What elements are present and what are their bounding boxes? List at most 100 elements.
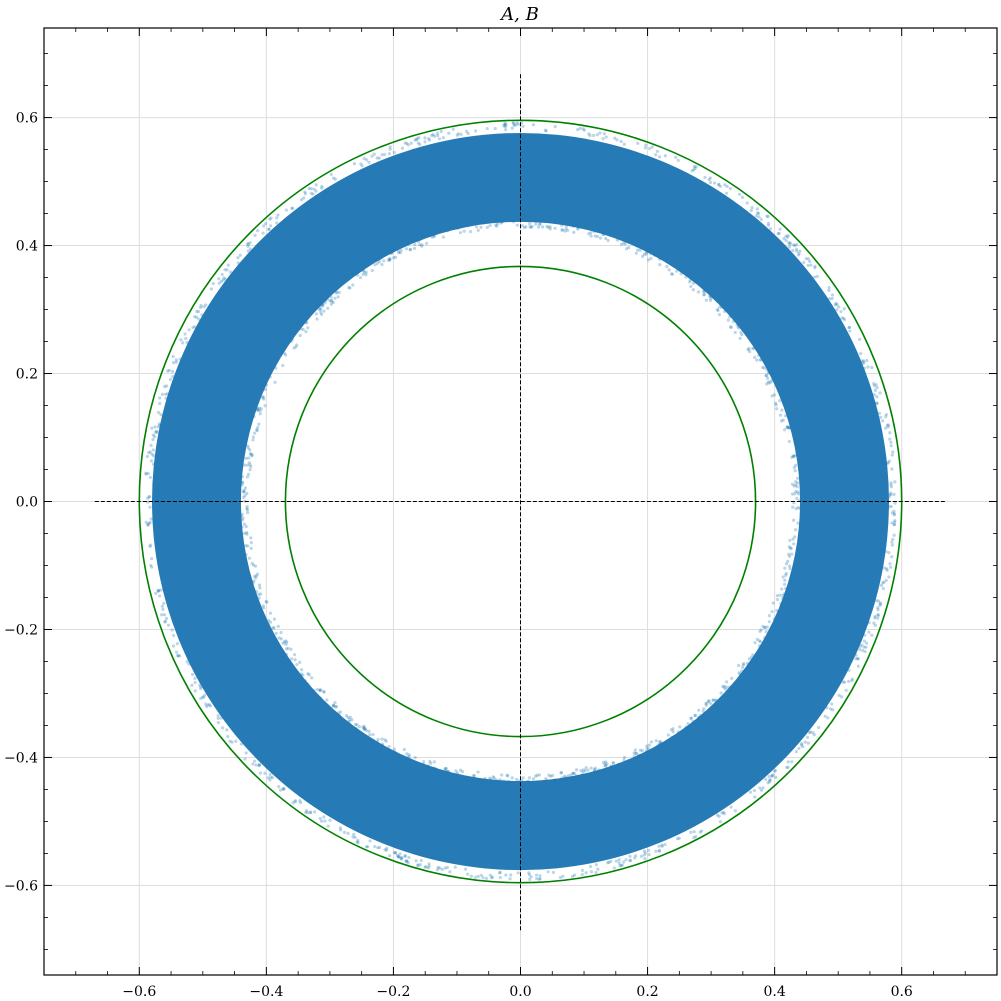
scatter-point — [652, 253, 657, 257]
scatter-point — [691, 281, 696, 285]
scatter-point — [255, 428, 259, 433]
scatter-point — [348, 286, 352, 290]
scatter-point — [380, 742, 384, 746]
chart-title: A, B — [499, 4, 539, 25]
scatter-point — [246, 446, 250, 450]
scatter-point — [322, 309, 326, 313]
scatter-point — [633, 856, 637, 860]
scatter-point — [663, 154, 667, 158]
scatter-point — [151, 454, 155, 458]
scatter-point — [708, 701, 713, 706]
scatter-point — [779, 419, 784, 423]
scatter-point — [246, 242, 251, 246]
scatter-point — [223, 268, 227, 272]
scatter-point — [156, 410, 161, 415]
scatter-point — [884, 426, 888, 430]
scatter-point — [707, 699, 711, 703]
scatter-point — [889, 481, 893, 485]
scatter-point — [772, 769, 777, 773]
scatter-point — [741, 663, 745, 667]
scatter-point — [319, 303, 323, 307]
scatter-point — [644, 252, 648, 256]
scatter-point — [254, 574, 259, 578]
scatter-point — [497, 871, 502, 875]
scatter-point — [708, 298, 713, 302]
scatter-point — [882, 580, 886, 584]
scatter-point — [762, 366, 766, 370]
scatter-point — [406, 242, 410, 246]
scatter-point — [251, 762, 255, 766]
scatter-point — [421, 762, 426, 766]
scatter-point — [384, 739, 388, 743]
scatter-point — [647, 743, 652, 747]
scatter-point — [772, 617, 776, 621]
scatter-point — [603, 764, 607, 768]
scatter-point — [263, 404, 267, 408]
scatter-point — [300, 198, 304, 202]
scatter-point — [240, 525, 244, 529]
scatter-point — [364, 845, 369, 849]
scatter-point — [533, 774, 538, 778]
scatter-point — [622, 758, 626, 762]
scatter-point — [388, 256, 392, 261]
scatter-point — [298, 660, 302, 664]
scatter-point — [453, 865, 457, 869]
scatter-point — [405, 752, 409, 756]
scatter-point — [272, 626, 276, 630]
scatter-point — [400, 855, 404, 860]
scatter-point — [768, 778, 772, 782]
scatter-point — [321, 689, 326, 694]
scatter-point — [293, 799, 297, 803]
scatter-point — [834, 301, 838, 306]
scatter-point — [245, 508, 250, 512]
scatter-point — [355, 723, 359, 727]
scatter-point — [793, 244, 797, 248]
scatter-point — [784, 573, 788, 577]
scatter-point — [689, 830, 693, 834]
scatter-point — [889, 504, 893, 509]
scatter-point — [459, 132, 463, 136]
scatter-point — [778, 413, 783, 417]
scatter-point — [784, 562, 789, 566]
scatter-point — [792, 454, 796, 459]
scatter-point — [490, 779, 494, 783]
scatter-point — [645, 744, 649, 748]
scatter-point — [493, 126, 497, 131]
scatter-point — [690, 169, 694, 173]
scatter-point — [268, 611, 273, 615]
scatter-point — [153, 425, 157, 429]
scatter-point — [837, 305, 841, 309]
y-tick-label: 0.4 — [16, 239, 38, 255]
scatter-point — [178, 357, 182, 361]
scatter-point — [257, 422, 261, 426]
scatter-point — [795, 476, 800, 480]
scatter-point — [158, 401, 162, 406]
scatter-point — [500, 773, 504, 777]
scatter-point — [799, 743, 804, 747]
scatter-point — [216, 713, 220, 718]
scatter-point — [506, 774, 510, 778]
scatter-point — [157, 594, 162, 598]
scatter-point — [265, 600, 269, 604]
scatter-point — [712, 181, 717, 185]
scatter-point — [455, 771, 459, 775]
scatter-point — [479, 873, 483, 877]
scatter-point — [503, 121, 507, 125]
scatter-point — [247, 456, 251, 460]
scatter-point — [766, 221, 771, 225]
scatter-point — [876, 599, 880, 603]
scatter-point — [609, 859, 613, 863]
scatter-point — [331, 176, 336, 180]
scatter-point — [593, 766, 598, 770]
scatter-point — [480, 221, 484, 225]
scatter-point — [526, 218, 530, 222]
scatter-point — [658, 741, 663, 746]
scatter-point — [146, 500, 150, 504]
scatter-point — [359, 162, 363, 166]
scatter-point — [427, 136, 431, 141]
scatter-point — [290, 206, 295, 211]
scatter-point — [179, 338, 183, 342]
scatter-point — [844, 688, 848, 692]
scatter-point — [424, 241, 429, 245]
scatter-point — [548, 227, 552, 231]
